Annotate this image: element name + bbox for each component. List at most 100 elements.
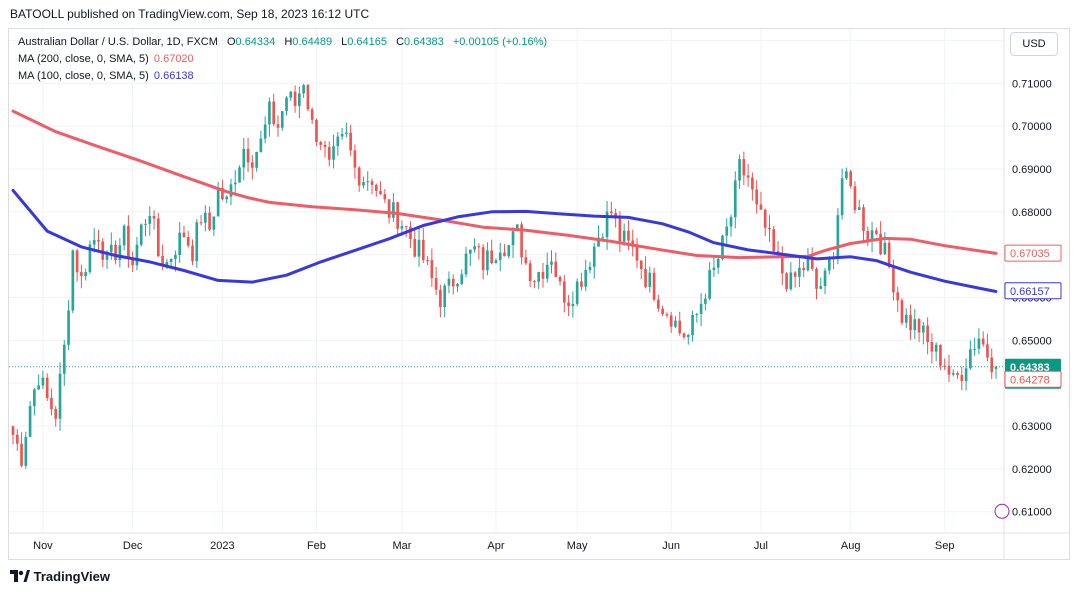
close-value: 0.64383 [404,36,444,48]
candle-body [943,365,947,367]
legend-ma100-row[interactable]: MA (100, close, 0, SMA, 5) 0.66138 [18,69,194,83]
candle-body [515,224,519,232]
change-value: +0.00105 (+0.16%) [452,36,548,48]
legend-symbol-row: Australian Dollar / U.S. Dollar, 1D, FXC… [18,35,547,49]
ma200-value: 0.67020 [153,53,194,65]
candle-body [498,252,502,261]
candle-body [708,270,711,299]
candle-body [439,289,442,308]
candle-body [421,239,425,261]
candle-body [255,151,258,168]
candle-body [759,204,763,210]
candle-body [926,325,929,343]
candle-body [545,264,549,279]
candle-body [986,344,989,358]
candle-body [635,246,639,261]
symbol-title[interactable]: Australian Dollar / U.S. Dollar, 1D, FXC… [18,36,218,48]
candle-body [20,443,23,466]
candle-body [981,338,985,345]
candle-body [238,167,241,183]
candle-body [682,333,686,338]
candle-body [481,247,485,271]
candle-body [118,245,122,261]
candle-body [934,344,938,352]
ma100-value: 0.66138 [153,70,194,82]
candle-body [263,124,267,139]
candle-body [571,303,575,307]
candle-body [122,225,126,246]
y-tick-label: 0.61000 [1012,507,1052,519]
candle-body [622,230,626,242]
candle-body [374,184,378,191]
candle-body [678,320,682,334]
close-label: C [396,36,405,48]
candle-body [789,272,793,290]
candle-body [456,284,459,287]
currency-button[interactable]: USD [1010,32,1058,56]
candle-body [131,258,134,266]
candle-body [875,230,878,234]
candle-body [704,298,707,304]
candle-body [417,239,421,257]
candle-body [780,254,784,274]
candle-body [725,226,729,236]
candle-body [272,101,276,125]
candle-body [336,136,340,147]
y-tick-label: 0.69000 [1012,164,1052,176]
candle-body [413,239,417,257]
candle-body [524,257,528,264]
candle-body [755,189,758,205]
candle-body [909,314,912,331]
candle-body [464,253,468,275]
x-tick-label: May [567,540,588,552]
ma100-label: MA (100, close, 0, SMA, 5) [18,70,149,82]
candle-body [340,133,344,137]
x-tick-label: Sep [935,540,955,552]
y-tick-label: 0.62000 [1012,464,1052,476]
candle-body [819,286,823,289]
candle-body [686,335,690,338]
candle-body [763,209,767,228]
candle-body [605,211,609,238]
candle-body [964,368,968,381]
x-tick-label: Apr [487,540,504,552]
candle-body [156,218,160,257]
candle-body [862,207,865,232]
candle-body [114,244,117,261]
candle-body [798,267,801,277]
candle-body [186,237,190,246]
x-tick-label: Mar [392,540,411,552]
candle-body [969,349,972,369]
high-label: H [284,36,293,48]
candle-body [806,256,810,271]
candle-body [977,338,981,349]
candle-body [379,190,382,195]
candle-body [473,246,476,250]
ma200-line [11,109,998,260]
candle-body [597,237,600,247]
candle-body [199,222,203,224]
candle-body [409,226,412,240]
ma100-price-label-box [1004,282,1062,300]
chart-canvas[interactable]: 0.610000.620000.630000.640000.650000.660… [9,29,1069,559]
high-value: 0.64489 [292,36,333,48]
candle-body [652,272,656,300]
candle-body [644,268,647,287]
candle-body [627,230,630,241]
candle-body [443,285,446,308]
candle-body [221,187,224,200]
candle-body [490,250,494,264]
candle-body [127,225,130,259]
candle-body [251,162,254,168]
candle-body [610,211,613,214]
candle-body [353,150,357,168]
candle-body [67,310,70,345]
legend-ma200-row[interactable]: MA (200, close, 0, SMA, 5) 0.67020 [18,52,194,66]
candle-body [746,175,750,178]
tradingview-footer[interactable]: TradingView [10,569,110,584]
candle-body [182,232,186,238]
ma100-line [11,188,998,293]
candle-body [246,148,250,163]
candle-body [528,263,532,282]
y-tick-label: 0.71000 [1012,78,1052,90]
